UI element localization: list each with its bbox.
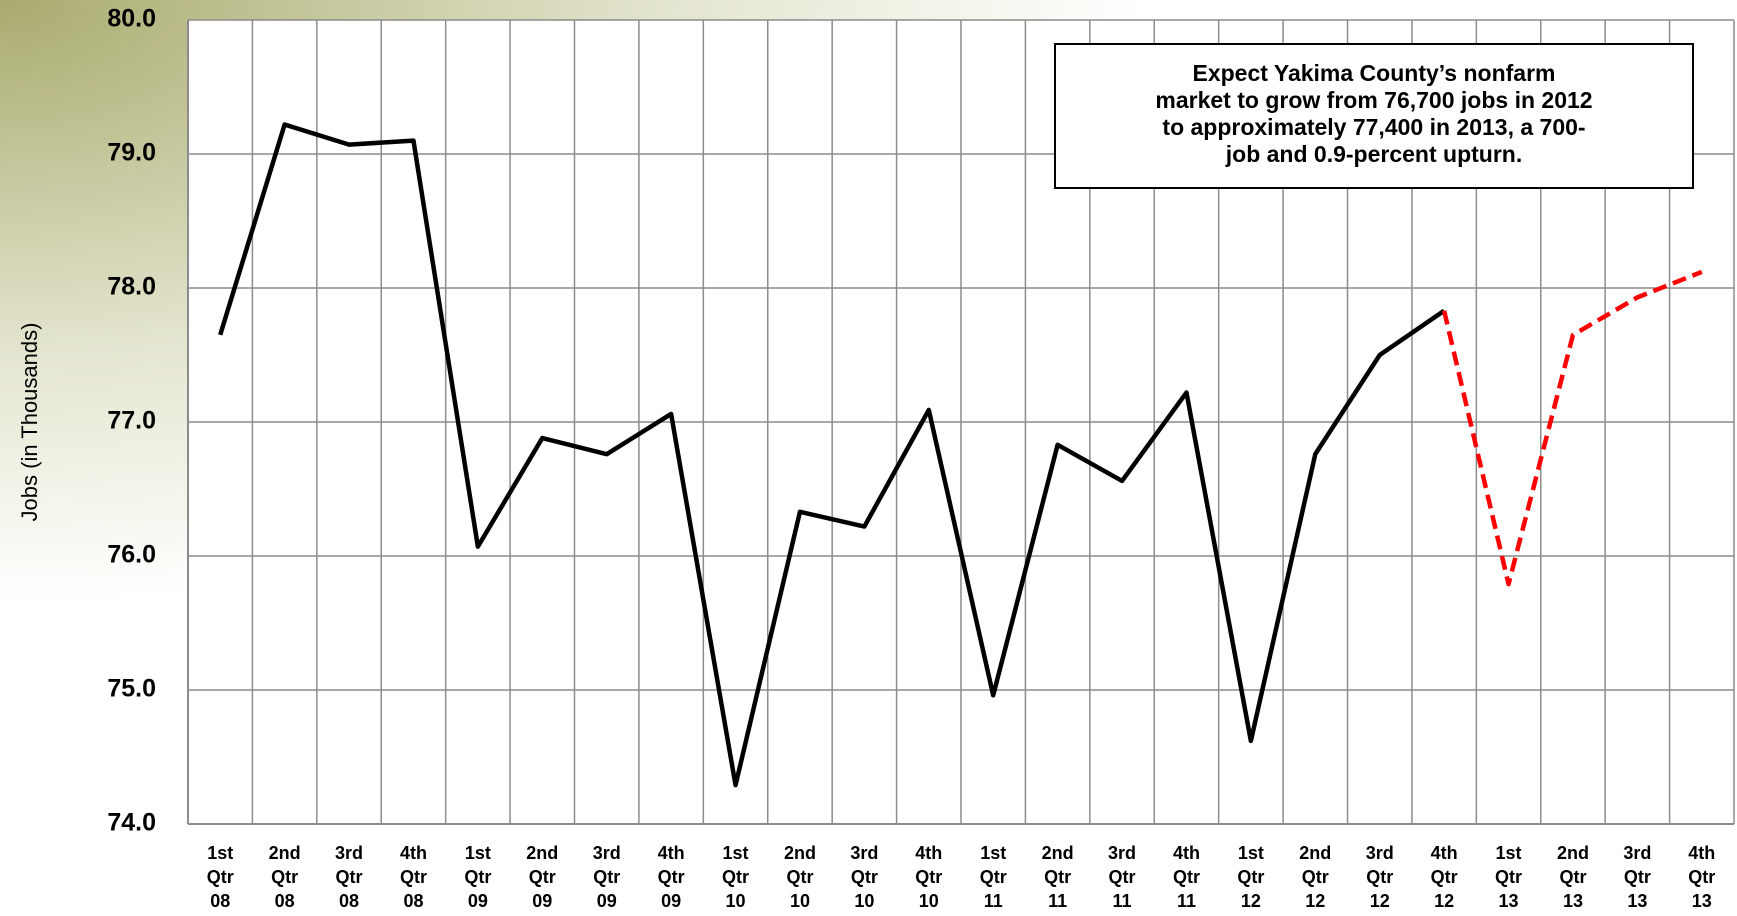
x-tick-label: Qtr <box>1173 867 1200 887</box>
x-tick-label: 2nd <box>1557 843 1589 863</box>
annotation-box <box>1054 43 1694 189</box>
x-tick-label: 12 <box>1241 891 1261 911</box>
y-tick-label: 75.0 <box>107 675 156 703</box>
x-tick-label: 13 <box>1692 891 1712 911</box>
x-tick-label: 12 <box>1434 891 1454 911</box>
x-tick-label: 4th <box>1431 843 1458 863</box>
x-tick-label: 09 <box>532 891 552 911</box>
x-tick-label: 12 <box>1305 891 1325 911</box>
x-tick-label: Qtr <box>529 867 556 887</box>
x-tick-label: 2nd <box>784 843 816 863</box>
x-tick-label: Qtr <box>915 867 942 887</box>
x-tick-label: 10 <box>726 891 746 911</box>
x-tick-label: 11 <box>984 891 1003 911</box>
x-tick-label: 2nd <box>269 843 301 863</box>
annotation-line: market to grow from 76,700 jobs in 2012 <box>1155 87 1592 113</box>
data-line <box>1441 269 1703 587</box>
x-tick-label: 4th <box>1688 843 1715 863</box>
x-tick-label: 3rd <box>335 843 363 863</box>
x-tick-label: Qtr <box>271 867 298 887</box>
x-tick-label: Qtr <box>658 867 685 887</box>
y-tick-label: 79.0 <box>107 139 156 167</box>
x-tick-label: 08 <box>210 891 230 911</box>
x-tick-label: Qtr <box>1431 867 1458 887</box>
x-tick-label: 1st <box>723 843 749 863</box>
x-tick-label: Qtr <box>593 867 620 887</box>
x-tick-label: 12 <box>1370 891 1390 911</box>
grid <box>187 19 1735 825</box>
x-tick-label: 1st <box>1496 843 1522 863</box>
x-tick-label: Qtr <box>1237 867 1264 887</box>
y-tick-label: 78.0 <box>107 273 156 301</box>
y-tick-label: 74.0 <box>107 809 156 837</box>
y-tick-label: 77.0 <box>107 407 156 435</box>
x-tick-label: 4th <box>915 843 942 863</box>
x-tick-label: 1st <box>207 843 233 863</box>
x-tick-label: Qtr <box>400 867 427 887</box>
x-tick-label: 08 <box>275 891 295 911</box>
x-tick-label: 08 <box>403 891 423 911</box>
x-tick-label: 09 <box>468 891 488 911</box>
x-tick-label: 09 <box>597 891 617 911</box>
x-tick-label: Qtr <box>851 867 878 887</box>
x-tick-label: 13 <box>1499 891 1519 911</box>
x-tick-label: 1st <box>465 843 491 863</box>
lines <box>218 122 1703 788</box>
x-tick-label: 11 <box>1177 891 1196 911</box>
x-tick-label: 2nd <box>526 843 558 863</box>
y-tick-label: 76.0 <box>107 541 156 569</box>
x-tick-label: Qtr <box>1624 867 1651 887</box>
x-tick-label: 3rd <box>850 843 878 863</box>
x-tick-label: 2nd <box>1042 843 1074 863</box>
x-tick-label: 10 <box>854 891 874 911</box>
x-tick-label: 10 <box>790 891 810 911</box>
x-tick-label: 1st <box>980 843 1006 863</box>
x-tick-label: 13 <box>1563 891 1583 911</box>
data-line <box>218 122 1446 788</box>
x-tick-label: 4th <box>1173 843 1200 863</box>
x-tick-label: 2nd <box>1299 843 1331 863</box>
x-tick-label: Qtr <box>336 867 363 887</box>
x-tick-label: Qtr <box>1302 867 1329 887</box>
annotation-line: to approximately 77,400 in 2013, a 700- <box>1162 114 1585 140</box>
x-tick-label: 11 <box>1048 891 1067 911</box>
x-tick-label: 4th <box>400 843 427 863</box>
x-tick-label: 09 <box>661 891 681 911</box>
x-tick-label: Qtr <box>1559 867 1586 887</box>
annotation-line: job and 0.9-percent upturn. <box>1225 141 1522 167</box>
x-tick-label: Qtr <box>722 867 749 887</box>
x-tick-label: Qtr <box>464 867 491 887</box>
x-tick-label: Qtr <box>1688 867 1715 887</box>
annotation-line: Expect Yakima County’s nonfarm <box>1192 60 1555 86</box>
x-tick-label: Qtr <box>786 867 813 887</box>
y-tick-label: 80.0 <box>107 5 156 33</box>
x-tick-label: Qtr <box>1109 867 1136 887</box>
x-tick-label: Qtr <box>1495 867 1522 887</box>
x-tick-label: 10 <box>919 891 939 911</box>
x-tick-label: 3rd <box>1108 843 1136 863</box>
x-tick-label: 11 <box>1113 891 1132 911</box>
x-tick-label: Qtr <box>980 867 1007 887</box>
x-tick-label: 4th <box>658 843 685 863</box>
x-tick-label: 08 <box>339 891 359 911</box>
x-tick-label: Qtr <box>207 867 234 887</box>
x-tick-label: 3rd <box>1366 843 1394 863</box>
x-tick-label: 13 <box>1627 891 1647 911</box>
x-tick-label: 1st <box>1238 843 1264 863</box>
x-tick-label: 3rd <box>1623 843 1651 863</box>
x-tick-label: Qtr <box>1366 867 1393 887</box>
y-axis-label: Jobs (in Thousands) <box>17 323 42 522</box>
x-tick-label: Qtr <box>1044 867 1071 887</box>
x-tick-label: 3rd <box>593 843 621 863</box>
